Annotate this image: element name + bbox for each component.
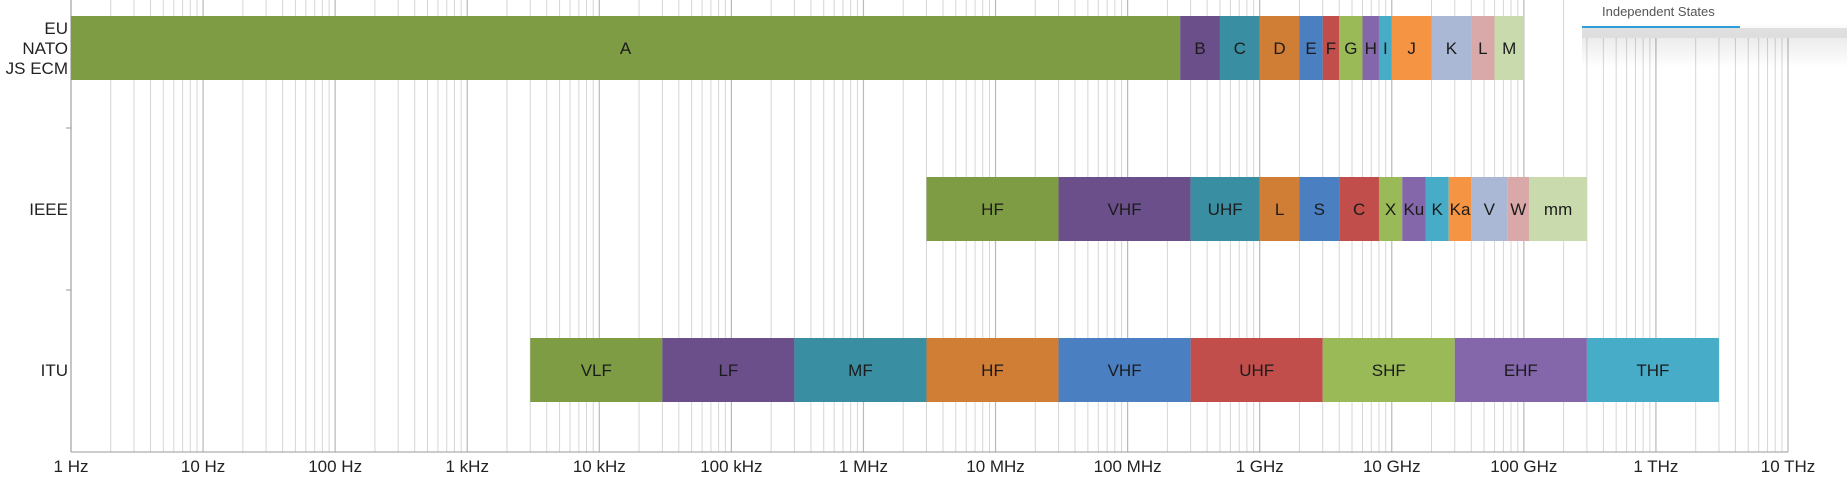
x-tick-label: 1 GHz [1236, 457, 1284, 476]
band-label: C [1234, 39, 1246, 58]
x-tick-label: 10 MHz [966, 457, 1025, 476]
band-label: SHF [1372, 361, 1406, 380]
x-tick-label: 10 kHz [573, 457, 626, 476]
band-label: S [1314, 200, 1325, 219]
band-label: A [620, 39, 632, 58]
legend-shadow [1582, 28, 1847, 68]
x-tick-label: 1 MHz [839, 457, 888, 476]
band-bar [1299, 16, 1323, 80]
band-label: H [1365, 39, 1377, 58]
band-label: UHF [1208, 200, 1243, 219]
band-label: VLF [581, 361, 612, 380]
band-label: Ku [1403, 200, 1424, 219]
band-bar [71, 16, 1181, 80]
x-tick-label: 1 THz [1633, 457, 1678, 476]
band-label: W [1510, 200, 1526, 219]
band-bar [1339, 16, 1363, 80]
band-label: X [1385, 200, 1396, 219]
x-tick-label: 100 kHz [700, 457, 762, 476]
band-label: L [1275, 200, 1284, 219]
band-label: B [1194, 39, 1205, 58]
band-bar [1259, 16, 1300, 80]
band-bar [1471, 16, 1495, 80]
band-bar [1494, 16, 1524, 80]
band-label: THF [1636, 361, 1669, 380]
band-label: HF [981, 200, 1004, 219]
band-bar [1259, 177, 1300, 241]
band-bar [1454, 338, 1587, 402]
band-bar [1362, 16, 1379, 80]
row-label: JS ECM [6, 59, 68, 78]
band-row: ITU VLF LF MF HF VHF UHF SHF EHF THF [41, 338, 1719, 402]
band-label: K [1446, 39, 1458, 58]
band-label: J [1407, 39, 1416, 58]
band-label: L [1478, 39, 1487, 58]
band-label: D [1273, 39, 1285, 58]
band-label: M [1502, 39, 1516, 58]
band-bar [530, 338, 663, 402]
band-bar [1507, 177, 1530, 241]
band-label: mm [1544, 200, 1572, 219]
x-tick-label: 100 Hz [308, 457, 362, 476]
band-bar [926, 177, 1059, 241]
band-bar [1180, 16, 1220, 80]
band-label: EHF [1504, 361, 1538, 380]
band-label: I [1383, 39, 1388, 58]
band-label: LF [718, 361, 738, 380]
band-bar [1339, 177, 1379, 241]
band-label: E [1305, 39, 1316, 58]
band-bar [1322, 16, 1340, 80]
band-bar [1402, 177, 1426, 241]
band-label: F [1326, 39, 1336, 58]
x-tick-label: 1 Hz [54, 457, 89, 476]
band-bar [1378, 177, 1403, 241]
band-bar [926, 338, 1059, 402]
band-bar [794, 338, 927, 402]
band-bar [1190, 338, 1323, 402]
x-tick-label: 10 THz [1761, 457, 1816, 476]
band-bar [1058, 177, 1191, 241]
band-bar [662, 338, 795, 402]
x-tick-label: 100 MHz [1094, 457, 1162, 476]
row-label: IEEE [29, 200, 68, 219]
band-label: Ka [1450, 200, 1471, 219]
band-bar [1391, 16, 1432, 80]
legend-underline [1582, 26, 1740, 28]
band-label: V [1484, 200, 1496, 219]
band-bar [1378, 16, 1392, 80]
band-bar [1529, 177, 1587, 241]
row-label: NATO [22, 39, 68, 58]
band-label: MF [848, 361, 873, 380]
x-tick-label: 10 Hz [181, 457, 225, 476]
x-axis: 1 Hz 10 Hz 100 Hz 1 kHz 10 kHz 100 kHz 1 MHz 10… [54, 0, 1816, 476]
band-label: UHF [1239, 361, 1274, 380]
band-label: HF [981, 361, 1004, 380]
band-bar [1190, 177, 1260, 241]
band-bar [1299, 177, 1340, 241]
band-label: VHF [1108, 361, 1142, 380]
x-tick-label: 1 kHz [445, 457, 488, 476]
x-tick-label: 10 GHz [1363, 457, 1421, 476]
row-label: EU [44, 19, 68, 38]
band-label: VHF [1108, 200, 1142, 219]
band-bar [1431, 16, 1472, 80]
band-bar [1219, 16, 1260, 80]
row-label: ITU [41, 361, 68, 380]
band-label: K [1431, 200, 1443, 219]
x-tick-label: 100 GHz [1490, 457, 1557, 476]
band-label: C [1353, 200, 1365, 219]
band-label: G [1344, 39, 1357, 58]
legend-entry-label: Independent States [1602, 4, 1715, 19]
band-bar [1586, 338, 1719, 402]
band-bar [1425, 177, 1449, 241]
legend-fragment: Independent States [1582, 0, 1847, 68]
band-bar [1471, 177, 1508, 241]
band-bar [1448, 177, 1472, 241]
band-bar [1322, 338, 1455, 402]
band-bar [1058, 338, 1191, 402]
